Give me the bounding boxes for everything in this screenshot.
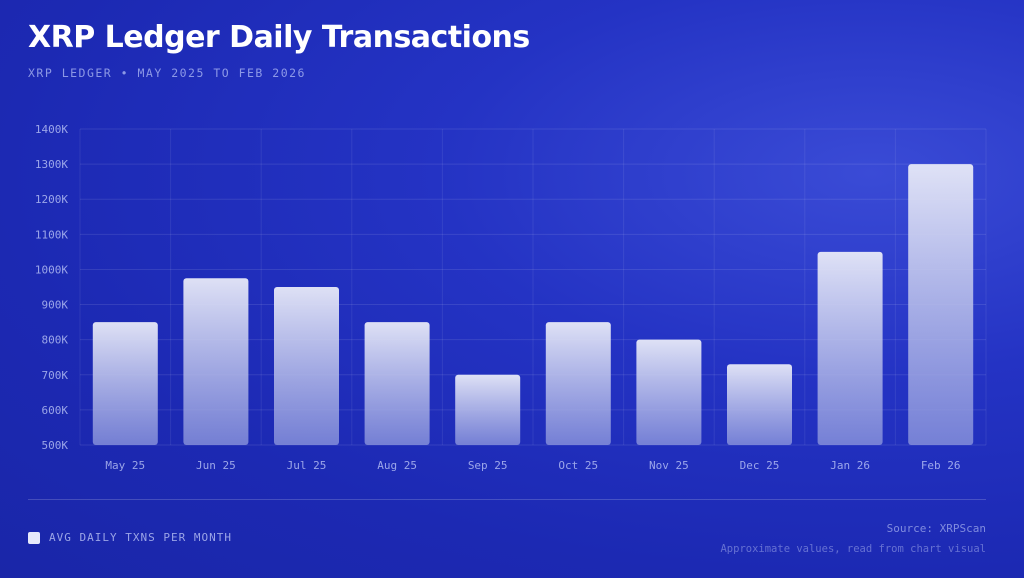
bar-may-25 <box>92 322 158 445</box>
y-tick-label: 900K <box>42 299 69 312</box>
x-tick-label: Jan 26 <box>830 459 870 472</box>
x-tick-label: Aug 25 <box>377 459 417 472</box>
y-tick-label: 1300K <box>35 158 68 171</box>
x-tick-label: Feb 26 <box>921 459 961 472</box>
y-tick-label: 600K <box>42 404 69 417</box>
bar-jun-25 <box>183 278 249 445</box>
chart-subtitle: XRP LEDGER • MAY 2025 TO FEB 2026 <box>28 66 306 80</box>
y-tick-label: 1100K <box>35 228 68 241</box>
y-tick-label: 800K <box>42 334 69 347</box>
y-tick-label: 700K <box>42 369 69 382</box>
legend: AVG DAILY TXNS PER MONTH <box>28 531 232 544</box>
bar-feb-26 <box>908 164 974 445</box>
bar-nov-25 <box>636 339 702 445</box>
source-text: Source: XRPScan <box>886 522 986 535</box>
legend-label: AVG DAILY TXNS PER MONTH <box>49 531 232 544</box>
x-tick-label: Sep 25 <box>468 459 508 472</box>
bar-dec-25 <box>727 364 792 445</box>
chart-title: XRP Ledger Daily Transactions <box>28 20 530 55</box>
bar-jan-26 <box>817 251 883 445</box>
y-tick-label: 1400K <box>35 123 68 136</box>
legend-swatch <box>28 531 40 544</box>
x-tick-label: Dec 25 <box>740 459 780 472</box>
y-tick-label: 1000K <box>35 263 68 276</box>
bar-oct-25 <box>545 322 611 445</box>
note-text: Approximate values, read from chart visu… <box>720 543 986 555</box>
bar-sep-25 <box>455 374 521 445</box>
bar-aug-25 <box>364 322 430 445</box>
y-tick-label: 500K <box>42 439 69 452</box>
x-tick-label: Nov 25 <box>649 459 689 472</box>
x-tick-label: Jun 25 <box>196 459 236 472</box>
bar-chart: 500K 600K 700K 800K 900K 1000K 1100K 1200K 1300K… <box>34 123 974 472</box>
bar-jul-25 <box>274 287 339 445</box>
x-tick-label: Oct 25 <box>558 459 598 472</box>
x-tick-label: Jul 25 <box>287 459 327 472</box>
x-tick-label: May 25 <box>105 459 145 472</box>
y-tick-label: 1200K <box>35 193 68 206</box>
footer-divider <box>28 499 986 500</box>
